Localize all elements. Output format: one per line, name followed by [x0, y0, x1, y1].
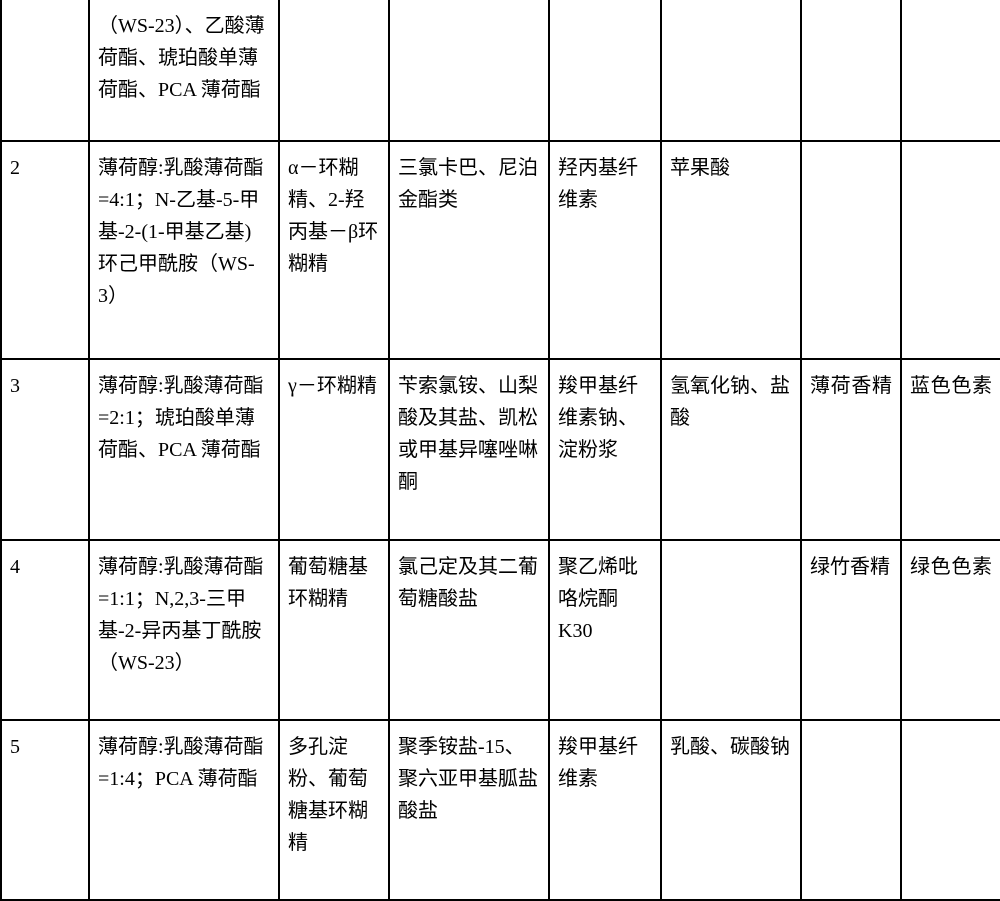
- cell: 聚季铵盐-15、聚六亚甲基胍盐酸盐: [389, 720, 549, 900]
- cell: [389, 0, 549, 141]
- cell: [801, 141, 901, 360]
- cell-index: 4: [1, 540, 89, 720]
- cell: 三氯卡巴、尼泊金酯类: [389, 141, 549, 360]
- cell: [901, 141, 1000, 360]
- cell: [801, 0, 901, 141]
- cell: 薄荷醇:乳酸薄荷酯=2:1；琥珀酸单薄荷酯、PCA 薄荷酯: [89, 359, 279, 539]
- cell: （WS-23）、乙酸薄荷酯、琥珀酸单薄荷酯、PCA 薄荷酯: [89, 0, 279, 141]
- cell: [549, 0, 661, 141]
- cell: 薄荷醇:乳酸薄荷酯=4:1；N-乙基-5-甲基-2-(1-甲基乙基)环己甲酰胺（…: [89, 141, 279, 360]
- cell: 多孔淀粉、葡萄糖基环糊精: [279, 720, 389, 900]
- cell-index: [1, 0, 89, 141]
- cell: 薄荷醇:乳酸薄荷酯=1:1；N,2,3-三甲基-2-异丙基丁酰胺（WS-23）: [89, 540, 279, 720]
- cell: [901, 720, 1000, 900]
- cell: 苹果酸: [661, 141, 801, 360]
- cell: 绿竹香精: [801, 540, 901, 720]
- cell: γ－环糊精: [279, 359, 389, 539]
- cell: 乳酸、碳酸钠: [661, 720, 801, 900]
- cell: α－环糊精、2-羟丙基－β环糊精: [279, 141, 389, 360]
- cell: 羟丙基纤维素: [549, 141, 661, 360]
- cell: 苄索氯铵、山梨酸及其盐、凯松或甲基异噻唑啉酮: [389, 359, 549, 539]
- cell: 氢氧化钠、盐酸: [661, 359, 801, 539]
- cell: [801, 720, 901, 900]
- cell: 氯己定及其二葡萄糖酸盐: [389, 540, 549, 720]
- table-row: 3 薄荷醇:乳酸薄荷酯=2:1；琥珀酸单薄荷酯、PCA 薄荷酯 γ－环糊精 苄索…: [1, 359, 1000, 539]
- cell: 蓝色色素: [901, 359, 1000, 539]
- table-row: 5 薄荷醇:乳酸薄荷酯=1:4；PCA 薄荷酯 多孔淀粉、葡萄糖基环糊精 聚季铵…: [1, 720, 1000, 900]
- cell: 绿色色素: [901, 540, 1000, 720]
- cell: [661, 540, 801, 720]
- cell-index: 2: [1, 141, 89, 360]
- cell: 薄荷香精: [801, 359, 901, 539]
- cell-index: 5: [1, 720, 89, 900]
- composition-table: （WS-23）、乙酸薄荷酯、琥珀酸单薄荷酯、PCA 薄荷酯 2 薄荷醇:乳酸薄荷…: [0, 0, 1000, 901]
- cell: 羧甲基纤维素钠、淀粉浆: [549, 359, 661, 539]
- cell: [661, 0, 801, 141]
- table-body: （WS-23）、乙酸薄荷酯、琥珀酸单薄荷酯、PCA 薄荷酯 2 薄荷醇:乳酸薄荷…: [1, 0, 1000, 900]
- cell: 聚乙烯吡咯烷酮 K30: [549, 540, 661, 720]
- cell: 羧甲基纤维素: [549, 720, 661, 900]
- table-row: （WS-23）、乙酸薄荷酯、琥珀酸单薄荷酯、PCA 薄荷酯: [1, 0, 1000, 141]
- cell-index: 3: [1, 359, 89, 539]
- cell: [901, 0, 1000, 141]
- table-row: 4 薄荷醇:乳酸薄荷酯=1:1；N,2,3-三甲基-2-异丙基丁酰胺（WS-23…: [1, 540, 1000, 720]
- cell: 薄荷醇:乳酸薄荷酯=1:4；PCA 薄荷酯: [89, 720, 279, 900]
- cell: [279, 0, 389, 141]
- table-row: 2 薄荷醇:乳酸薄荷酯=4:1；N-乙基-5-甲基-2-(1-甲基乙基)环己甲酰…: [1, 141, 1000, 360]
- cell: 葡萄糖基环糊精: [279, 540, 389, 720]
